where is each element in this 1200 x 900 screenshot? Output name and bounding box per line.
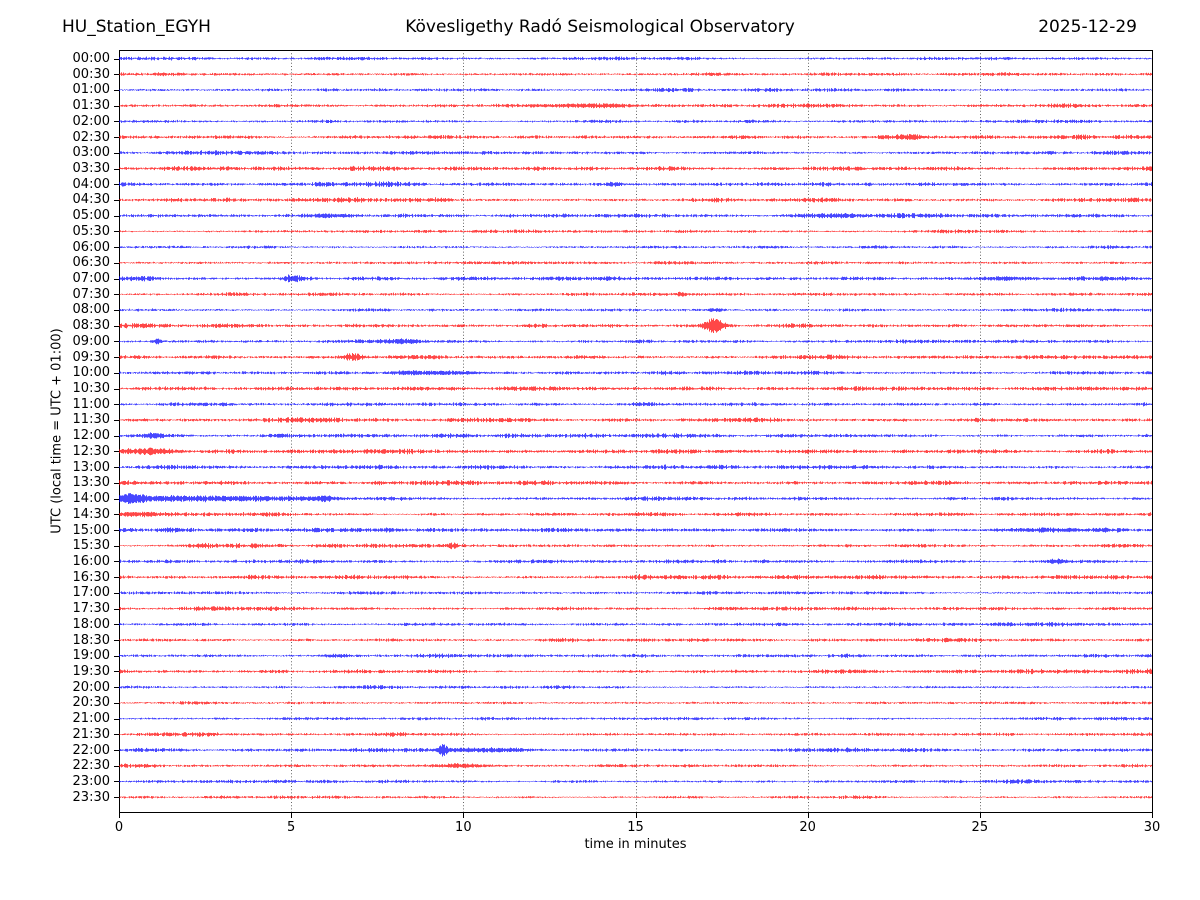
date-title: 2025-12-29 [1038,17,1137,37]
y-tick-label: 20:30 [72,695,110,711]
y-tick-label: 19:30 [72,663,110,679]
y-tick-label: 05:00 [72,208,110,224]
y-tick-label: 03:30 [72,161,110,177]
y-tick-label: 11:00 [72,396,110,412]
y-tick-label: 16:30 [72,569,110,585]
y-tick-label: 05:30 [72,223,110,239]
y-tick-label: 07:00 [72,271,110,287]
y-tick-label: 12:30 [72,443,110,459]
y-tick-label: 18:30 [72,632,110,648]
y-tick-label: 11:30 [72,412,110,428]
y-tick-label: 01:30 [72,98,110,114]
y-tick-label: 20:00 [72,679,110,695]
y-tick-label: 13:00 [72,459,110,475]
y-tick-label: 15:00 [72,522,110,538]
y-tick-label: 08:00 [72,302,110,318]
y-tick-label: 22:30 [72,758,110,774]
y-tick-label: 10:00 [72,365,110,381]
station-title: HU_Station_EGYH [62,17,211,37]
y-tick-label: 09:30 [72,349,110,365]
x-tick-label: 5 [287,820,296,835]
x-axis-title: time in minutes [584,837,687,852]
y-tick-label: 14:30 [72,506,110,522]
y-tick-label: 21:30 [72,726,110,742]
y-tick-label: 17:00 [72,585,110,601]
y-tick-label: 19:00 [72,648,110,664]
y-tick-label: 18:00 [72,616,110,632]
x-tick-label: 10 [455,820,472,835]
y-tick-label: 15:30 [72,538,110,554]
y-tick-label: 06:00 [72,239,110,255]
y-tick-label: 22:00 [72,742,110,758]
y-tick-label: 02:00 [72,113,110,129]
y-tick-label: 10:30 [72,381,110,397]
observatory-title: Kövesligethy Radó Seismological Observat… [405,17,795,37]
x-tick-label: 0 [114,820,124,835]
y-tick-label: 06:30 [72,255,110,271]
y-tick-label: 23:00 [72,773,110,789]
y-tick-label: 13:30 [72,475,110,491]
x-tick-label: 15 [627,820,644,835]
y-tick-label: 12:00 [72,428,110,444]
y-tick-label: 21:00 [72,711,110,727]
y-tick-label: 23:30 [72,789,110,805]
y-tick-label: 16:00 [72,553,110,569]
y-tick-label: 03:00 [72,145,110,161]
y-tick-label: 00:00 [72,51,110,66]
y-tick-label: 04:00 [72,176,110,192]
y-tick-label: 02:30 [72,129,110,145]
x-tick-label: 30 [1143,820,1161,835]
y-tick-label: 01:00 [72,82,110,98]
x-tick-label: 20 [799,820,816,835]
y-tick-label: 04:30 [72,192,110,208]
y-tick-label: 17:30 [72,601,110,617]
x-tick-label: 25 [971,820,989,835]
y-tick-label: 00:30 [72,66,110,82]
y-tick-label: 14:00 [72,491,110,507]
y-tick-label: 08:30 [72,318,110,334]
y-tick-label: 07:30 [72,286,110,302]
y-tick-label: 09:00 [72,333,110,349]
